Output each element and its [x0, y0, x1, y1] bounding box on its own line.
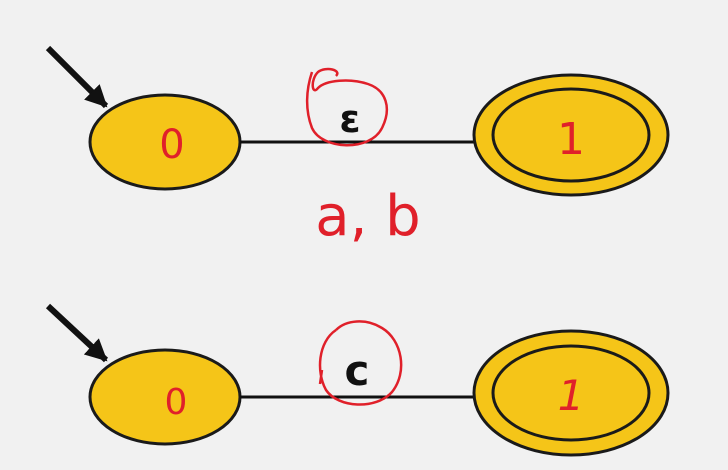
- automaton-1: 0 ε 1 a, b: [45, 45, 670, 249]
- automaton-2: 0 c 1: [45, 303, 670, 457]
- accept-state-1: 1: [472, 73, 670, 197]
- epsilon-circle-annotation: [305, 67, 388, 147]
- handwritten-alphabet-note: a, b: [315, 184, 420, 249]
- accept-state-2: 1: [472, 329, 670, 457]
- start-state-2: 0: [88, 348, 242, 446]
- accept-state-1-label: 1: [557, 114, 585, 165]
- start-arrow-2: [45, 303, 109, 363]
- start-state-2-label: 0: [165, 382, 188, 423]
- start-state-1-label: 0: [159, 122, 184, 168]
- c-circle-annotation: [318, 320, 403, 406]
- accept-state-2-label: 1: [558, 371, 585, 420]
- transition-label-2: c: [345, 346, 370, 395]
- transition-label-1: ε: [339, 97, 360, 141]
- start-arrow-1: [45, 45, 109, 109]
- start-state-1: 0: [88, 93, 242, 191]
